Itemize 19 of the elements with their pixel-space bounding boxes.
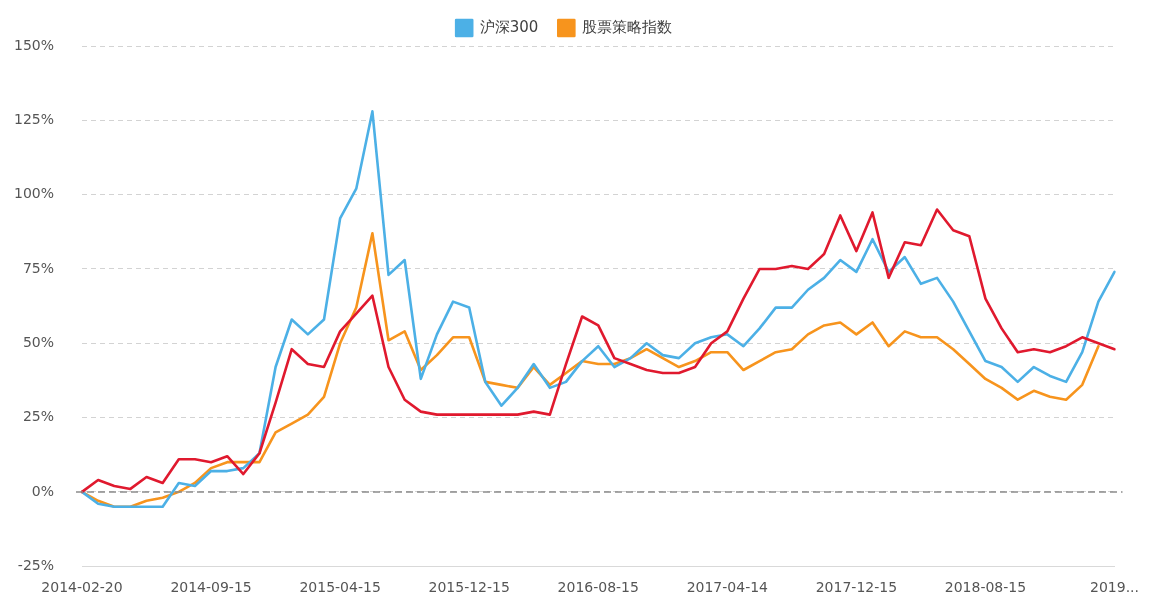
x-tick-label: 2018-08-15	[944, 579, 1027, 596]
x-tick-label: 2014-09-15	[170, 579, 252, 596]
x-tick-label: 2015-12-15	[428, 579, 510, 596]
x-tick-label: 2017-12-15	[815, 579, 898, 596]
y-tick-label: 25%	[22, 408, 54, 425]
y-tick-label: -25%	[17, 556, 54, 573]
y-tick-label: 50%	[22, 333, 54, 350]
y-tick-label: 150%	[13, 36, 54, 53]
x-tick-label: 2017-04-14	[686, 579, 769, 596]
y-tick-label: 100%	[13, 185, 54, 202]
y-tick-label: 75%	[22, 259, 54, 276]
y-tick-label: 125%	[13, 110, 54, 127]
x-tick-label: 2019...	[1090, 579, 1139, 596]
x-tick-label: 2015-04-15	[299, 579, 381, 596]
legend-label: 沪深300	[479, 17, 539, 36]
legend-label: 股票策略指数	[581, 17, 672, 36]
x-tick-label: 2016-08-15	[557, 579, 639, 596]
x-tick-label: 2014-02-20	[41, 579, 123, 596]
y-tick-label: 0%	[31, 482, 54, 499]
